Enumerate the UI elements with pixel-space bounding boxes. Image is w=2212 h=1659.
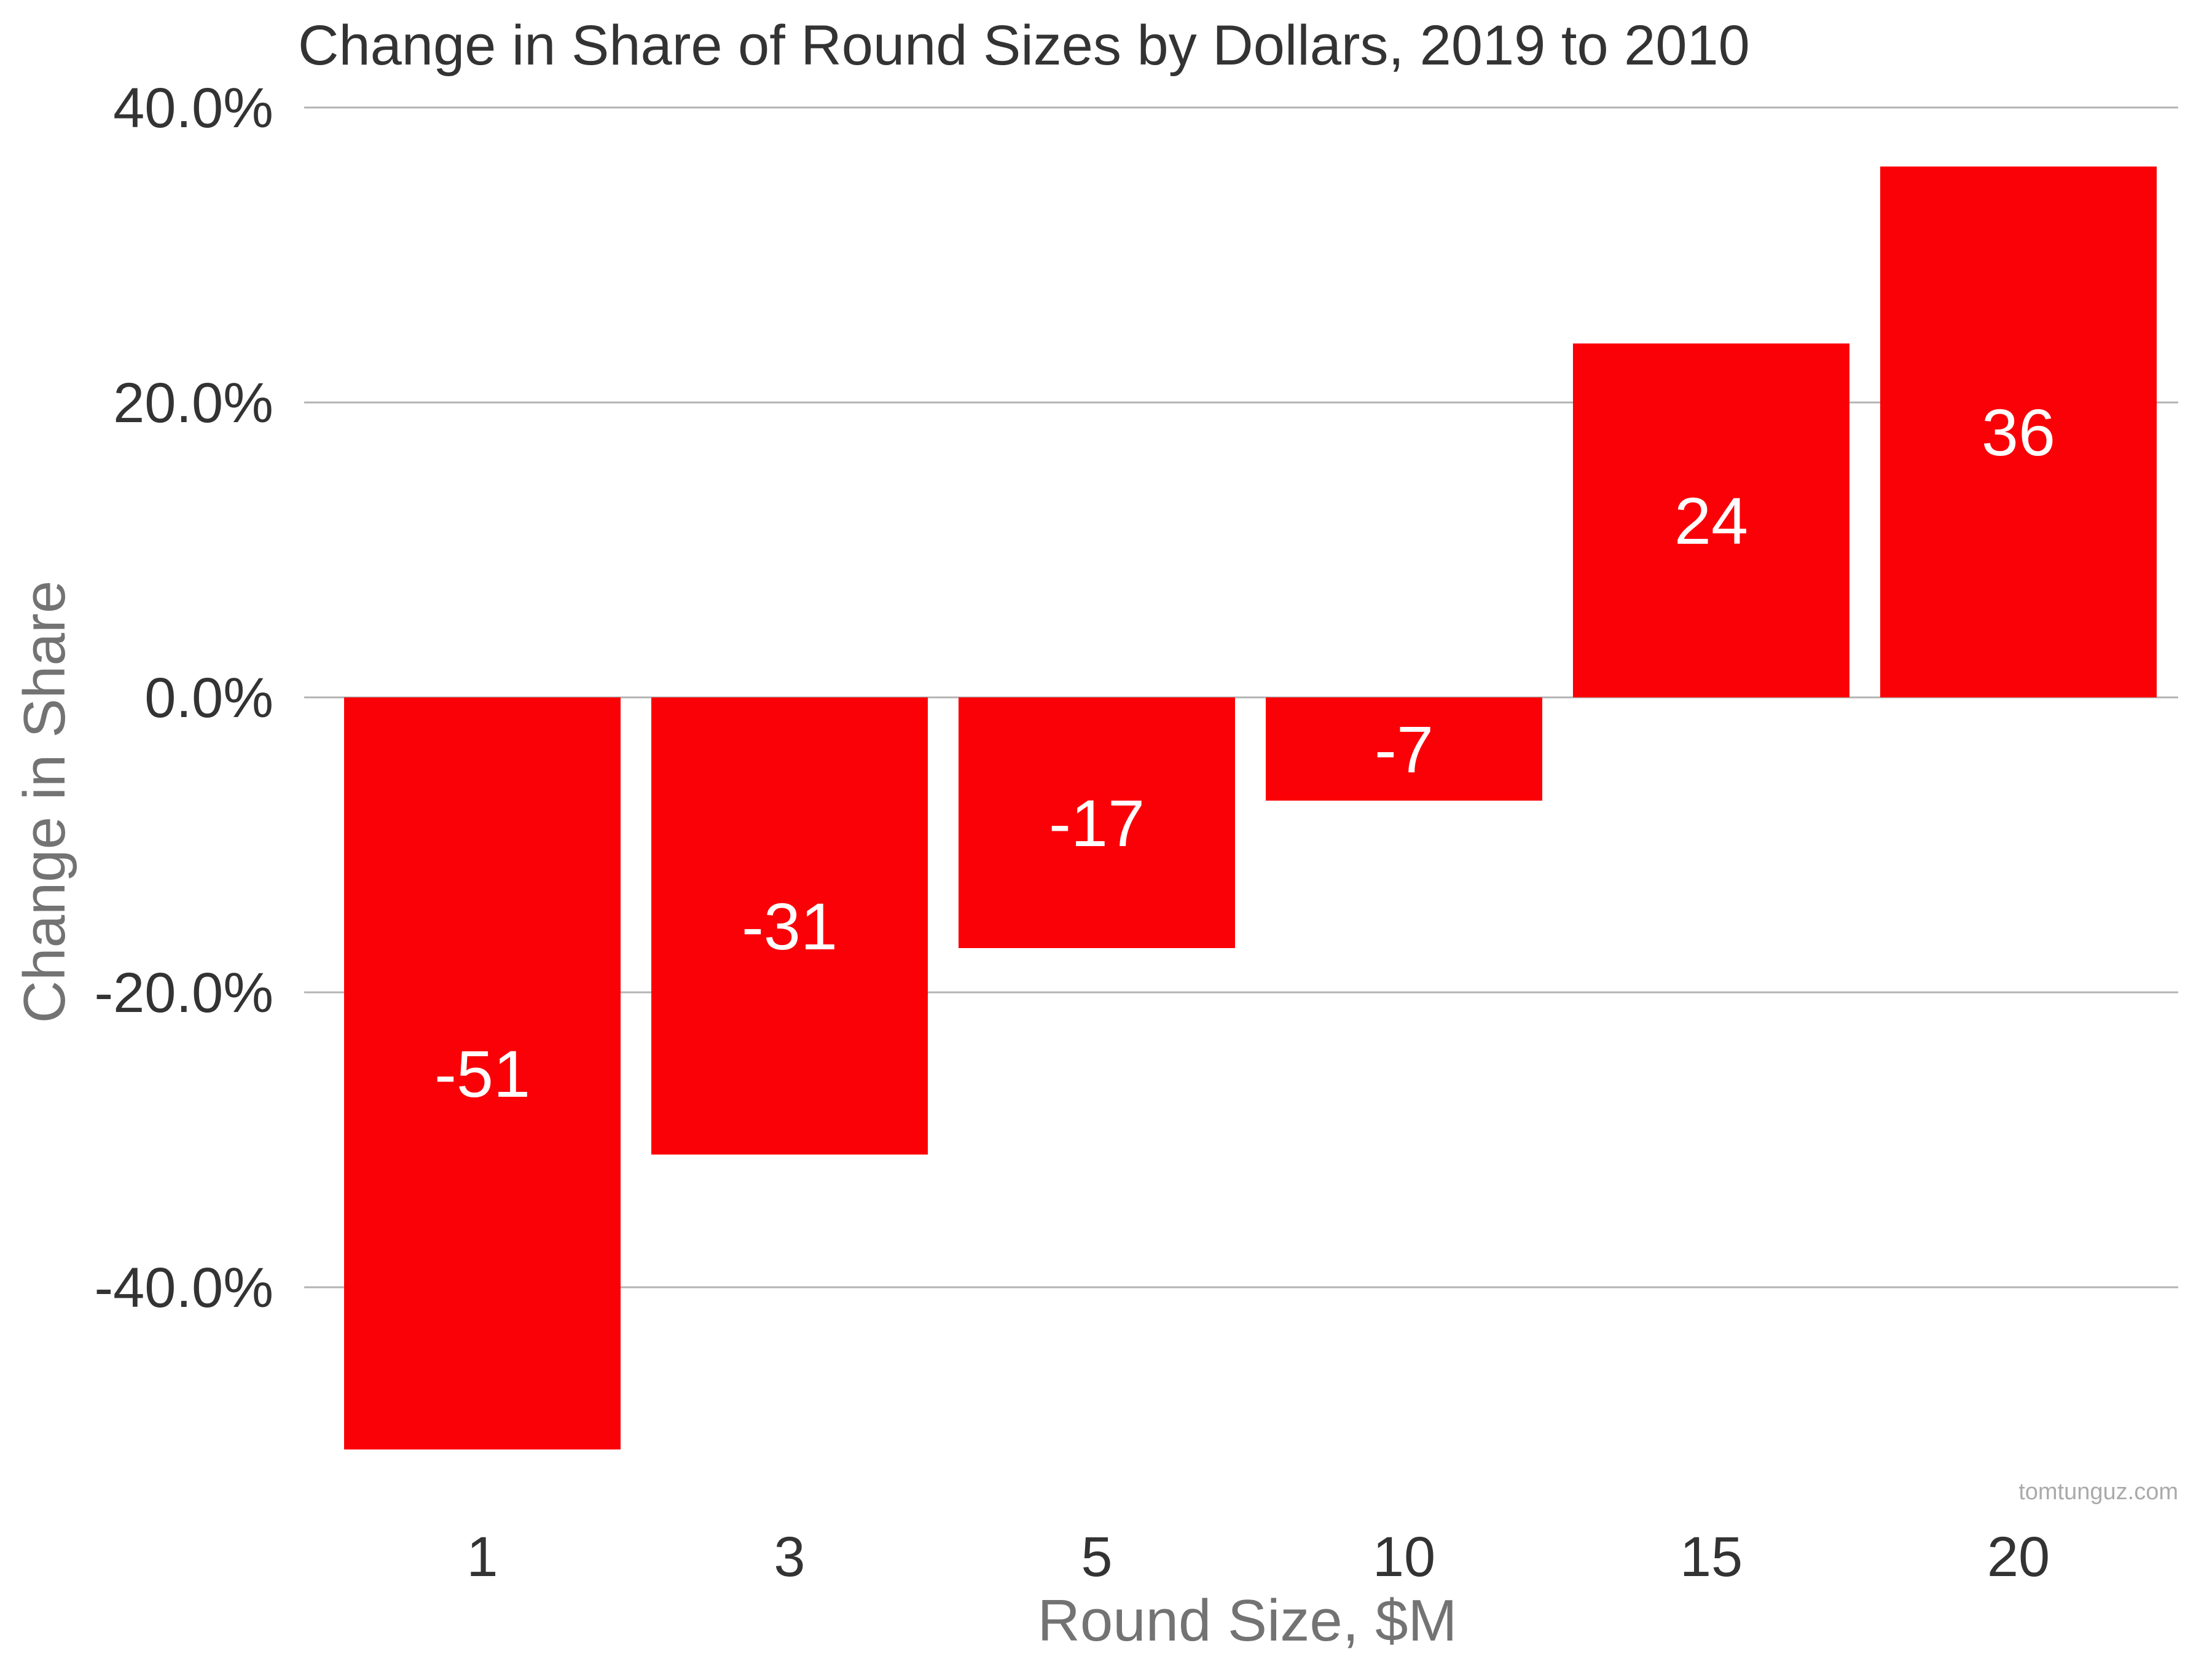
bar-data-label: 36 <box>1982 395 2055 469</box>
bar-data-label: -7 <box>1375 712 1433 786</box>
bar <box>651 697 928 1155</box>
y-axis-label: Change in Share <box>12 581 77 1024</box>
bar <box>344 697 621 1449</box>
bar <box>959 697 1235 948</box>
y-tick-label: 0.0% <box>144 667 273 729</box>
x-tick-label: 15 <box>1680 1526 1743 1588</box>
bar-data-label: -51 <box>434 1037 530 1111</box>
x-tick-label: 10 <box>1373 1526 1435 1588</box>
y-tick-label: -20.0% <box>95 962 274 1024</box>
x-tick-label: 3 <box>774 1526 805 1588</box>
bar-data-labels: -51 -31 -17 -7 24 36 <box>434 395 2055 1111</box>
y-tick-label: -40.0% <box>95 1257 274 1319</box>
chart-title: Change in Share of Round Sizes by Dollar… <box>298 14 1750 77</box>
x-tick-label: 20 <box>1987 1526 2050 1588</box>
bar-data-label: -31 <box>742 889 837 963</box>
x-axis-label: Round Size, $M <box>1037 1588 1457 1653</box>
y-axis-ticks: 40.0% 20.0% 0.0% -20.0% -40.0% <box>95 77 274 1319</box>
x-tick-label: 1 <box>466 1526 498 1588</box>
watermark: tomtunguz.com <box>2018 1479 2178 1505</box>
bars <box>344 167 2157 1449</box>
bar <box>1880 167 2157 697</box>
bar <box>1266 697 1542 801</box>
y-tick-label: 40.0% <box>113 77 273 139</box>
bar <box>1573 343 1849 697</box>
y-tick-label: 20.0% <box>113 372 273 434</box>
bar-data-label: -17 <box>1049 786 1145 860</box>
bar-data-label: 24 <box>1674 484 1748 558</box>
x-tick-label: 5 <box>1081 1526 1112 1588</box>
x-axis-ticks: 1 3 5 10 15 20 <box>466 1526 2050 1588</box>
